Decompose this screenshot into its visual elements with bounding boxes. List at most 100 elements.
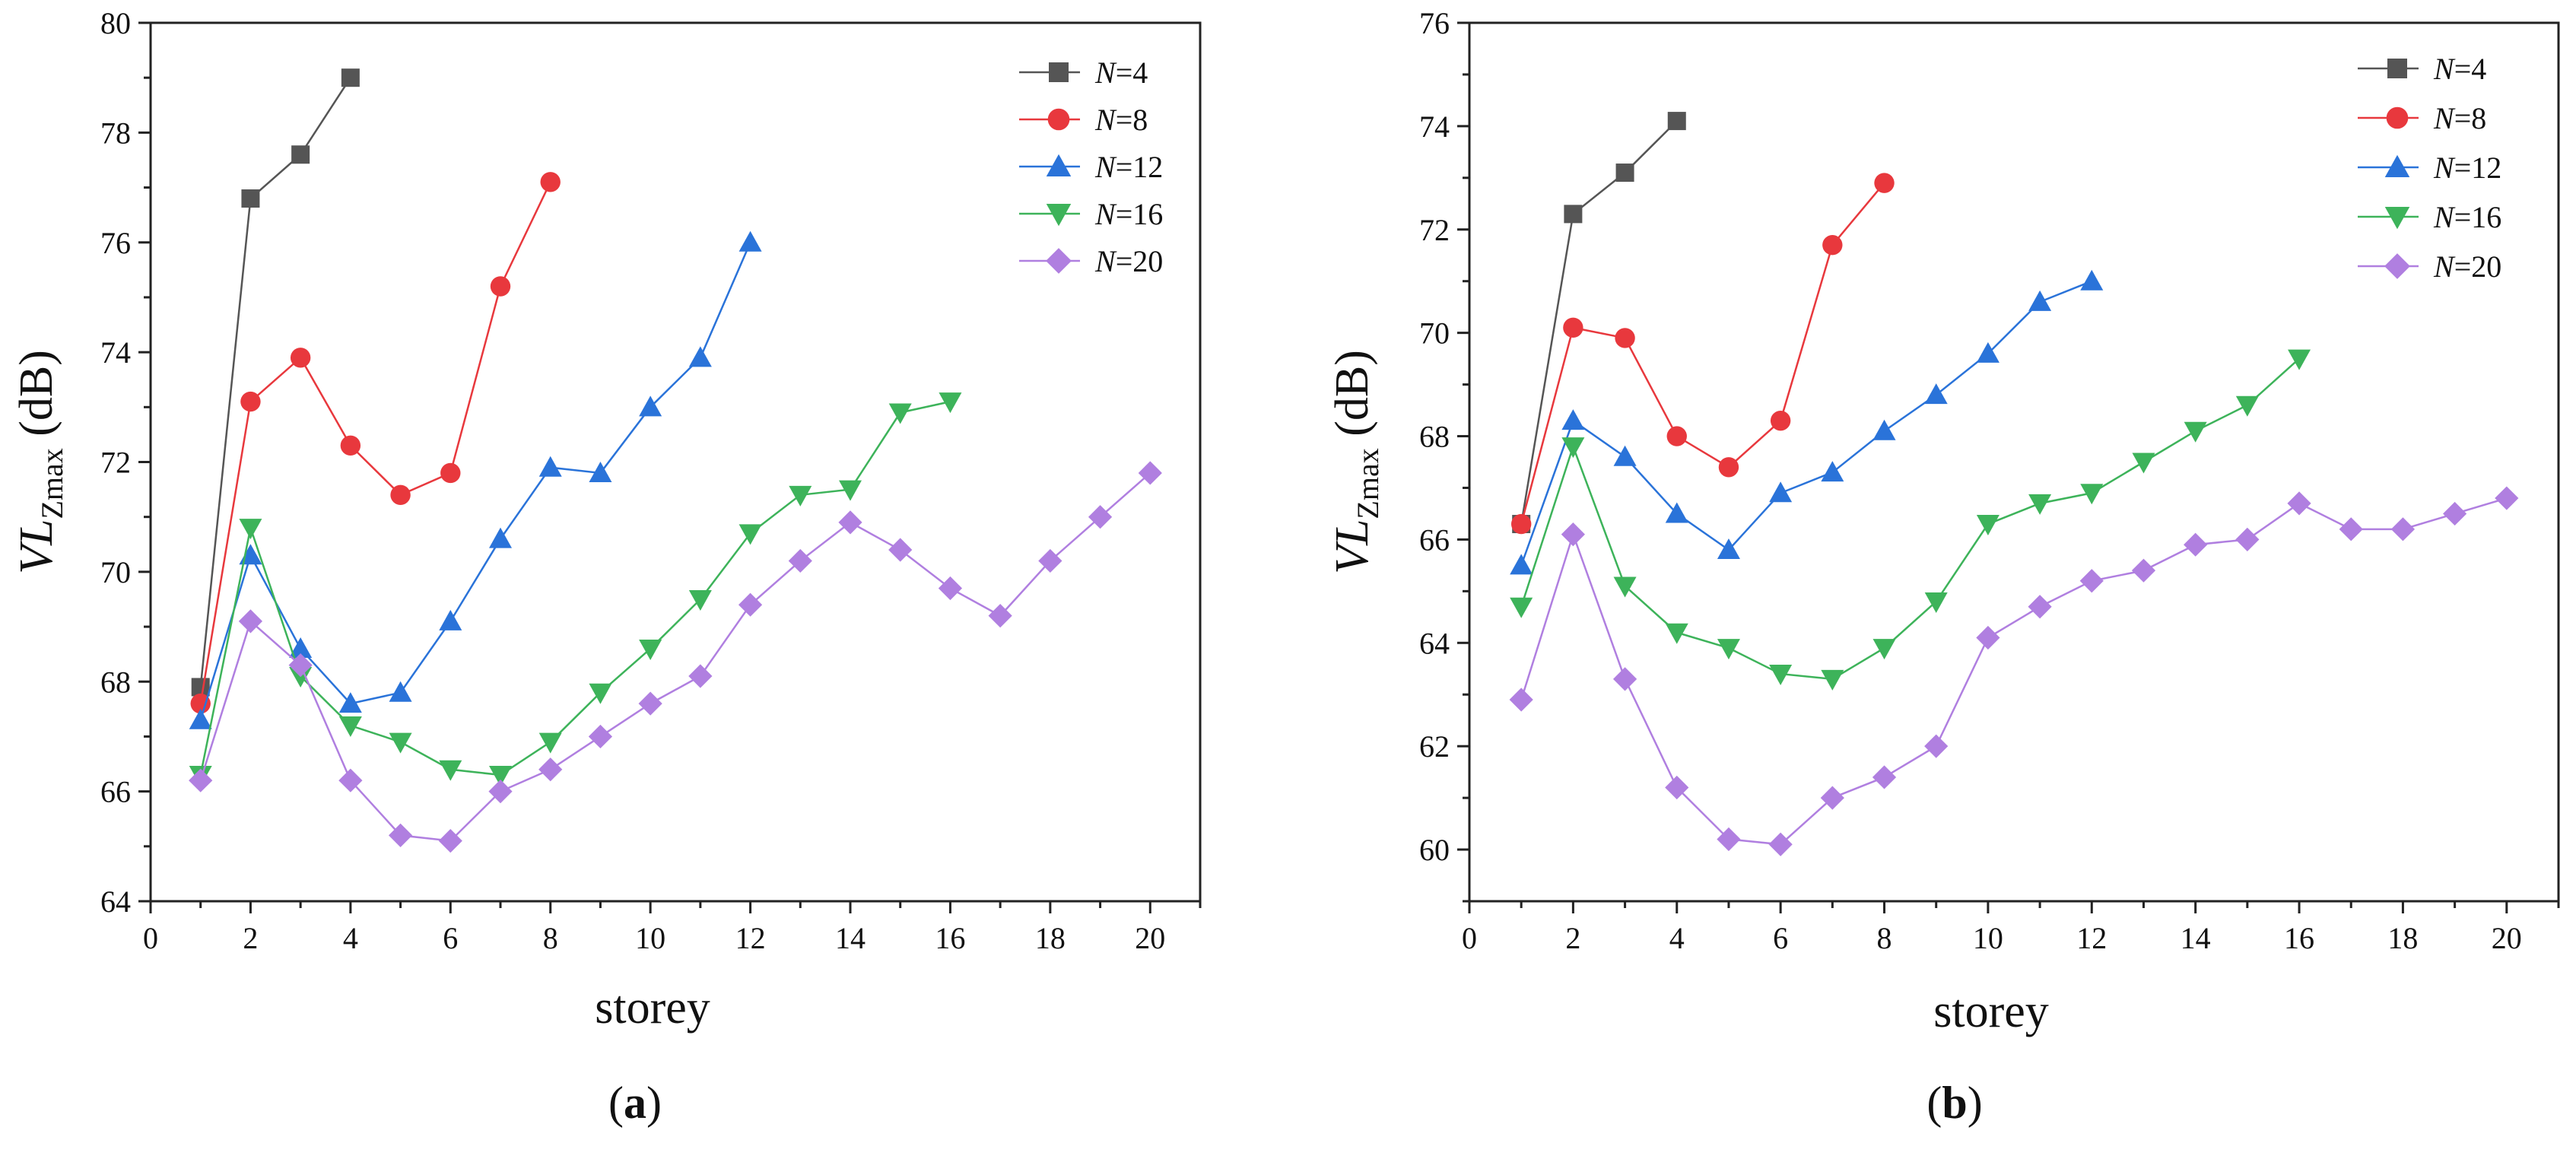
y-axis-title-subscript: Zmax — [35, 448, 69, 519]
data-point — [2028, 290, 2052, 311]
data-point — [738, 524, 762, 545]
data-point — [639, 395, 662, 417]
data-point — [2390, 517, 2416, 541]
series-8 — [1510, 173, 1895, 535]
y-tick-label: 72 — [100, 446, 131, 480]
legend-label-n: N — [1094, 244, 1117, 278]
data-point — [2080, 269, 2104, 291]
series-line — [1520, 120, 1678, 525]
legend-label: N=20 — [1094, 244, 1163, 278]
y-tick-label: 62 — [1419, 729, 1450, 764]
legend-label-value: =20 — [1116, 244, 1164, 278]
y-tick-label: 66 — [100, 775, 131, 809]
legend-label: N=4 — [1094, 56, 1148, 90]
data-point — [2028, 494, 2052, 515]
data-point — [490, 276, 511, 297]
data-point — [440, 462, 461, 484]
legend-label-value: =8 — [2454, 101, 2487, 135]
data-point — [1717, 538, 1740, 559]
data-point — [438, 828, 462, 853]
data-point — [290, 348, 311, 368]
data-point — [1613, 576, 1637, 598]
data-point — [1613, 445, 1637, 466]
data-point — [338, 716, 362, 737]
data-point — [688, 346, 712, 367]
legend-label: N=16 — [1094, 197, 1163, 231]
data-point — [1665, 623, 1688, 644]
data-point — [2184, 421, 2207, 443]
y-axis-title: VLZmax (dB) — [1326, 350, 1385, 574]
data-point — [1976, 341, 1999, 363]
panel-label-letter: a — [624, 1078, 646, 1128]
legend-label-n: N — [2433, 101, 2456, 135]
legend-label: N=8 — [1094, 103, 1148, 137]
y-axis-title-base: VL — [1326, 519, 1378, 574]
data-point — [189, 768, 213, 792]
data-point — [838, 510, 862, 535]
legend-label-n: N — [2433, 52, 2456, 86]
data-point — [639, 639, 662, 660]
data-point — [240, 391, 261, 412]
plot-frame — [1468, 21, 2560, 903]
data-point — [1561, 437, 1585, 459]
data-point — [1872, 639, 1896, 660]
legend-label-n: N — [1094, 197, 1117, 231]
legend-marker — [2386, 106, 2409, 129]
data-point — [888, 538, 913, 562]
legend-label: N=12 — [1094, 150, 1163, 184]
x-tick-label: 2 — [243, 921, 258, 955]
data-point — [2339, 517, 2363, 541]
data-point — [540, 172, 561, 192]
data-point — [1615, 164, 1634, 183]
data-point — [1038, 548, 1062, 573]
legend-label: N=8 — [2433, 101, 2486, 135]
y-tick-label: 72 — [1419, 213, 1450, 247]
data-point — [2235, 395, 2259, 417]
data-point — [2443, 501, 2467, 526]
data-point — [688, 664, 713, 688]
panel-label-letter: b — [1942, 1078, 1967, 1128]
data-point — [538, 456, 562, 477]
series-12 — [189, 230, 762, 729]
data-point — [1872, 765, 1897, 789]
data-point — [2131, 558, 2156, 583]
legend-marker — [1046, 204, 1072, 227]
data-point — [239, 519, 262, 540]
x-tick-label: 14 — [835, 921, 866, 955]
legend-label-value: =12 — [1116, 150, 1164, 184]
x-tick-label: 0 — [143, 921, 158, 955]
panel-label: (a) — [608, 1078, 662, 1128]
x-tick-label: 10 — [635, 921, 665, 955]
y-tick-label: 70 — [1419, 316, 1450, 351]
data-point — [688, 589, 712, 611]
x-axis-title: storey — [1933, 986, 2049, 1037]
series-12 — [1510, 269, 2104, 575]
y-axis-title-spacer — [11, 437, 62, 449]
y-tick-label: 68 — [100, 665, 131, 699]
y-axis-title-spacer — [1326, 437, 1378, 449]
data-point — [439, 760, 462, 781]
data-point — [1821, 669, 1844, 691]
data-point — [2287, 491, 2311, 516]
y-tick-label: 64 — [100, 884, 131, 919]
y-axis-title-subscript: Zmax — [1351, 448, 1385, 519]
panel-label-close: ) — [1968, 1078, 1983, 1128]
data-point — [489, 527, 512, 548]
series-line — [199, 400, 951, 776]
legend-label-value: =20 — [2454, 249, 2502, 284]
data-point — [939, 392, 962, 414]
data-point — [1564, 205, 1583, 224]
x-tick-label: 12 — [2076, 921, 2107, 955]
x-tick-label: 0 — [1462, 921, 1477, 955]
panel-label-open: ( — [608, 1078, 624, 1128]
data-point — [1666, 426, 1687, 446]
legend-label-value: =4 — [1116, 56, 1148, 90]
legend-marker — [2384, 253, 2410, 279]
legend-label-value: =12 — [2454, 151, 2502, 185]
y-axis-title-base: VL — [11, 519, 62, 574]
data-point — [638, 691, 662, 716]
data-point — [241, 189, 260, 208]
data-point — [388, 823, 413, 847]
y-axis-title-unit: (dB) — [11, 350, 62, 437]
